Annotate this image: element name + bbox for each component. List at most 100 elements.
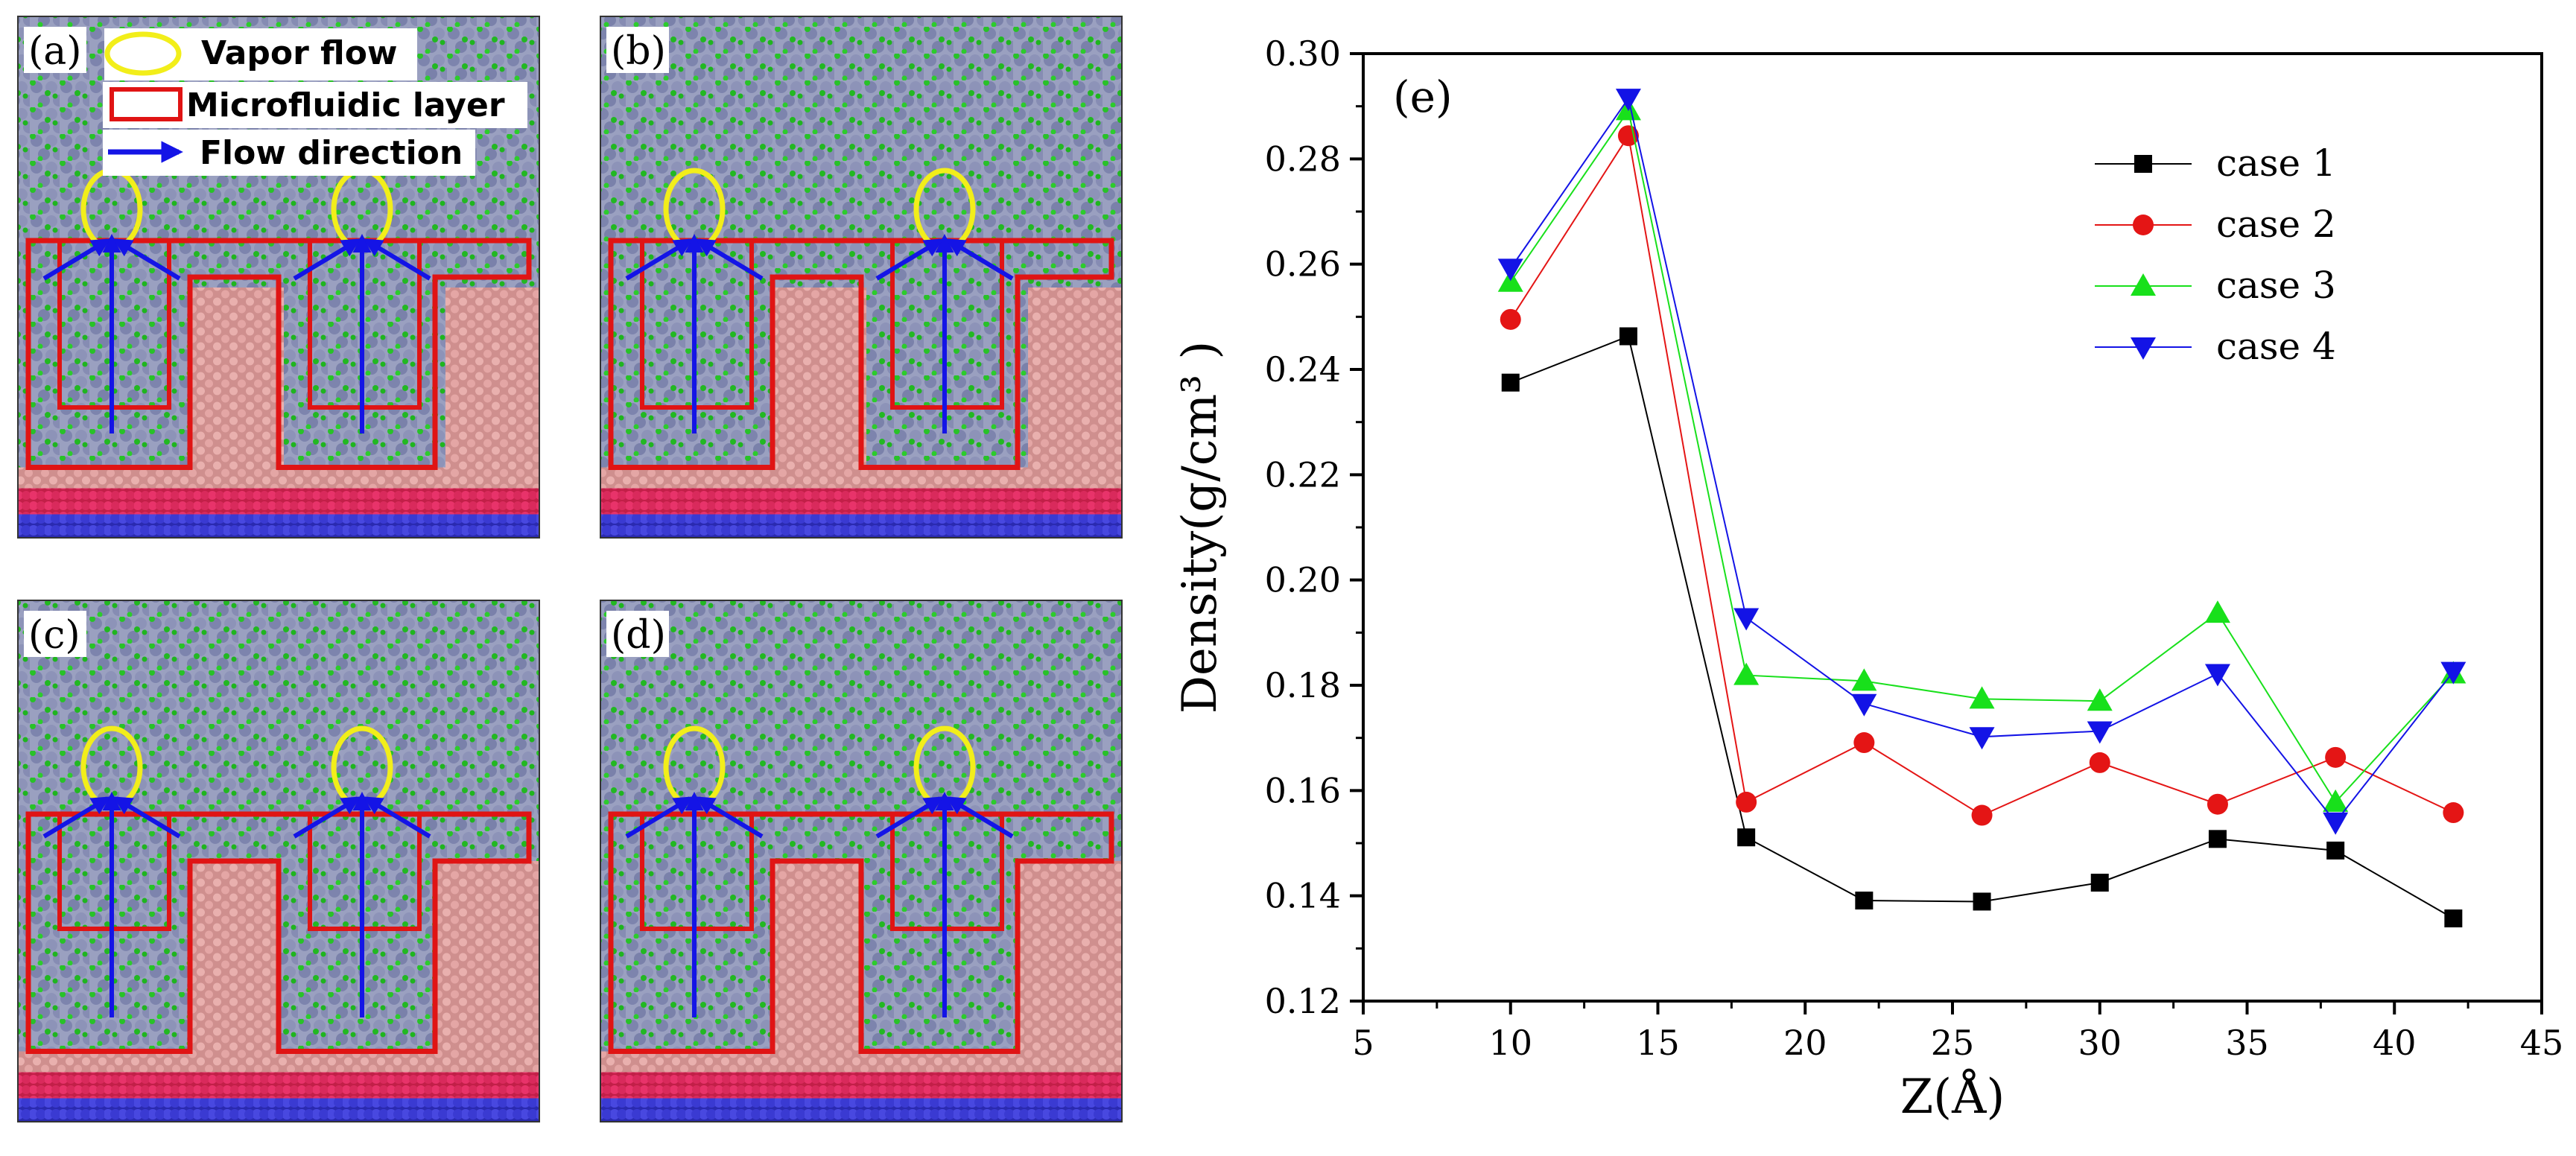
simulation-panel: (d) — [600, 600, 1123, 1122]
flow-arrow — [695, 796, 764, 839]
data-point — [1969, 686, 1995, 709]
data-point — [2090, 874, 2109, 892]
legend-label: case 2 — [2216, 203, 2336, 246]
y-tick-label: 0.12 — [1265, 981, 1341, 1021]
flow-arrow — [695, 238, 764, 281]
substrate-blue-layer — [600, 514, 1122, 538]
y-tick-label: 0.14 — [1265, 876, 1341, 916]
molecular-panels: (a) (b) (c) (d) Vapor flow Microfluidic layer… — [17, 16, 1123, 1122]
substrate-blue-layer — [18, 514, 539, 538]
data-point — [2444, 909, 2463, 928]
flow-arrow — [363, 238, 431, 281]
microfluidic-swatch — [110, 87, 183, 121]
data-point — [1851, 693, 1877, 717]
series-case-3 — [1497, 98, 2466, 812]
panel-label-bg — [24, 27, 86, 73]
y-tick-label: 0.28 — [1265, 139, 1341, 179]
flow-arrow — [945, 796, 1014, 839]
x-axis-label: Z(Å) — [1900, 1069, 2005, 1125]
y-tick-label: 0.18 — [1265, 665, 1341, 705]
solid-pillar — [435, 861, 539, 1052]
data-point — [2087, 688, 2113, 711]
data-point — [1853, 732, 1875, 754]
legend-marker — [2131, 337, 2156, 360]
solid-pillar — [190, 861, 279, 1052]
x-tick-label: 10 — [1488, 1023, 1532, 1063]
data-point — [1615, 89, 1641, 112]
substrate-blue-layer — [600, 1098, 1122, 1122]
data-point — [1733, 662, 1760, 685]
legend-label: case 3 — [2216, 264, 2336, 307]
flow-arrow — [42, 238, 111, 281]
data-point — [2087, 721, 2113, 744]
y-tick-label: 0.22 — [1265, 454, 1341, 495]
data-point — [1617, 125, 1639, 147]
solid-pillar — [445, 288, 539, 468]
solid-pillar — [190, 288, 284, 468]
solid-base — [18, 1051, 539, 1075]
panel-border — [17, 600, 540, 1122]
data-point — [2204, 664, 2230, 687]
data-point — [2440, 661, 2466, 685]
substrate-red-layer — [18, 488, 539, 515]
data-point — [1969, 727, 1995, 750]
x-tick-label: 20 — [1783, 1023, 1827, 1063]
microfluidic-outline — [25, 811, 532, 1054]
chart-panel-label: (e) — [1393, 72, 1453, 122]
chart-legend: case 1 case 2 case 3 case 4 — [2095, 142, 2336, 368]
legend-microfluidic-label: Microfluidic layer — [186, 86, 505, 124]
panel-label: (d) — [611, 613, 666, 658]
legend-marker — [2133, 215, 2154, 235]
panel-label-bg — [606, 27, 669, 73]
data-point — [2323, 812, 2349, 835]
legend-flow-direction-label: Flow direction — [200, 134, 463, 172]
solid-pillar — [773, 861, 861, 1052]
x-tick-label: 15 — [1636, 1023, 1680, 1063]
legend-label: case 1 — [2216, 142, 2336, 185]
data-point — [1851, 668, 1877, 691]
panel-border — [600, 600, 1123, 1122]
data-point — [1619, 327, 1637, 346]
data-point — [2208, 830, 2227, 848]
data-point — [2204, 600, 2230, 623]
series-case-1 — [1501, 327, 2463, 928]
x-tick-label: 30 — [2078, 1023, 2122, 1063]
flow-arrow — [363, 796, 431, 839]
flow-arrow — [625, 796, 694, 839]
flow-arrow — [293, 796, 361, 839]
panel-label: (a) — [28, 29, 82, 74]
data-point — [2443, 802, 2464, 824]
y-tick-label: 0.24 — [1265, 349, 1341, 390]
x-tick-label: 45 — [2520, 1023, 2564, 1063]
simulation-panel: (b) — [600, 16, 1123, 539]
data-point — [2089, 752, 2110, 773]
substrate-blue-layer — [18, 1098, 539, 1122]
flow-arrow — [42, 796, 111, 839]
panel-label-bg — [606, 611, 669, 657]
x-tick-label: 5 — [1352, 1023, 1374, 1063]
solid-pillar — [773, 288, 866, 468]
substrate-red-layer — [18, 1072, 539, 1099]
data-point — [2325, 746, 2347, 768]
flow-arrow — [293, 238, 361, 281]
solid-base — [600, 467, 1122, 491]
solid-base — [18, 467, 539, 491]
x-tick-label: 40 — [2373, 1023, 2417, 1063]
panel-label: (c) — [28, 613, 80, 658]
legend-marker — [2131, 273, 2156, 296]
panel-label-bg — [24, 611, 86, 657]
panel-border — [17, 16, 540, 539]
y-tick-label: 0.16 — [1265, 770, 1341, 810]
data-point — [1736, 791, 1757, 813]
data-point — [1497, 258, 1523, 282]
simulation-panel: (c) — [17, 600, 540, 1122]
flow-arrow — [875, 238, 944, 281]
data-point — [1500, 308, 1521, 330]
vapor-flow-swatch — [104, 31, 182, 76]
microfluidic-outline — [608, 811, 1114, 1054]
data-point — [2323, 789, 2349, 812]
substrate-red-layer — [600, 1072, 1122, 1099]
y-tick-label: 0.30 — [1265, 34, 1341, 74]
legend-vapor-flow-label: Vapor flow — [201, 34, 398, 72]
